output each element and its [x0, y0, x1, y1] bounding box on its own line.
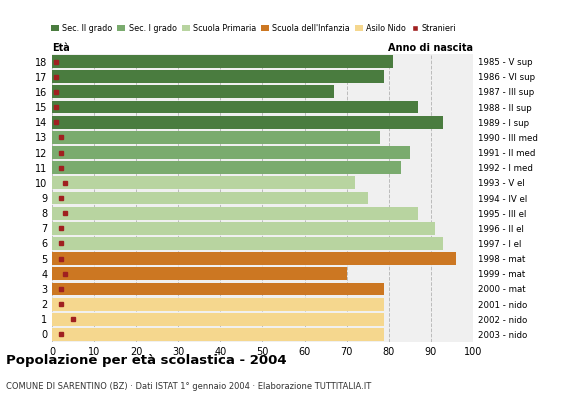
Bar — [52, 328, 385, 341]
Bar — [52, 55, 393, 68]
Bar — [52, 146, 409, 159]
Text: COMUNE DI SARENTINO (BZ) · Dati ISTAT 1° gennaio 2004 · Elaborazione TUTTITALIA.: COMUNE DI SARENTINO (BZ) · Dati ISTAT 1°… — [6, 382, 371, 391]
Bar — [52, 252, 456, 265]
Bar — [52, 86, 334, 98]
Bar — [52, 313, 385, 326]
Bar — [52, 176, 355, 189]
Bar — [52, 161, 401, 174]
Text: Popolazione per età scolastica - 2004: Popolazione per età scolastica - 2004 — [6, 354, 287, 367]
Bar — [52, 282, 385, 295]
Bar — [52, 222, 435, 235]
Bar — [52, 131, 380, 144]
Text: Anno di nascita: Anno di nascita — [387, 44, 473, 54]
Bar — [52, 70, 385, 83]
Bar — [52, 192, 368, 204]
Legend: Sec. II grado, Sec. I grado, Scuola Primaria, Scuola dell'Infanzia, Asilo Nido, : Sec. II grado, Sec. I grado, Scuola Prim… — [48, 20, 460, 36]
Bar — [52, 267, 347, 280]
Bar — [52, 207, 418, 220]
Bar — [52, 116, 443, 129]
Bar — [52, 237, 443, 250]
Bar — [52, 101, 418, 114]
Text: Età: Età — [52, 44, 70, 54]
Bar — [52, 298, 385, 310]
